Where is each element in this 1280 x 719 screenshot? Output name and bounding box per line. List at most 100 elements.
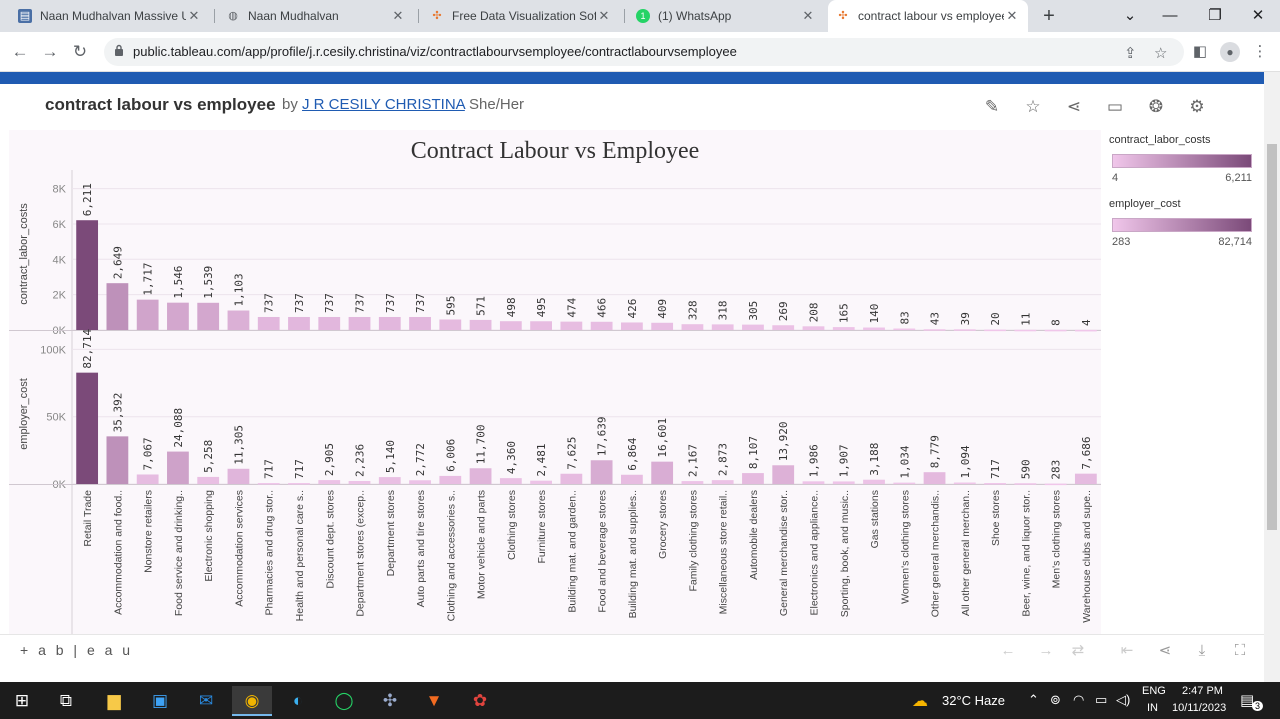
data-label: 6,211 (81, 183, 94, 216)
notification-icon[interactable]: ▤ (1240, 692, 1255, 709)
author-link[interactable]: J R CESILY CHRISTINA (302, 96, 465, 113)
battery-icon[interactable]: ▭ (1095, 692, 1108, 707)
data-label: 426 (626, 299, 639, 319)
viz-footer: + a b | e a u ← → ⇄ ⇤ ⋖ ⤓ ⛶ (0, 634, 1264, 664)
bar-contract_labor_costs-0 (76, 220, 99, 330)
lock-icon (115, 44, 123, 56)
redo-icon[interactable]: → (1038, 642, 1054, 659)
data-label: 2,905 (323, 443, 336, 476)
data-label: 16,601 (656, 418, 669, 458)
region-indicator[interactable]: IN (1147, 702, 1158, 714)
data-label: 165 (838, 303, 851, 323)
clock-date[interactable]: 10/11/2023 (1172, 702, 1227, 714)
bar-contract_labor_costs-1 (106, 283, 129, 330)
store-icon[interactable]: ▣ (151, 691, 169, 710)
category-label: Sporting, book, and music.. (839, 490, 851, 617)
revert-icon[interactable]: ⇄ (1071, 642, 1085, 659)
share-icon[interactable]: ⋖ (1158, 642, 1172, 659)
share-icon[interactable]: ⋖ (1066, 97, 1082, 116)
windows-start-icon[interactable]: ⊞ (14, 691, 30, 710)
data-label: 305 (747, 301, 760, 321)
reset-icon[interactable]: ⇤ (1120, 642, 1134, 659)
close-icon[interactable]: ✕ (392, 8, 404, 23)
tab-free-data-visualization[interactable]: ✣ Free Data Visualization Softw ✕ (422, 0, 620, 32)
side-panel-icon[interactable]: ◧ (1192, 43, 1208, 60)
category-label: Beer, wine, and liquor stor.. (1020, 490, 1032, 617)
category-label: Furniture stores (536, 490, 548, 564)
clock-time[interactable]: 2:47 PM (1182, 685, 1223, 697)
app-icon[interactable]: ✿ (472, 691, 488, 710)
star-icon[interactable]: ☆ (1154, 45, 1168, 62)
chrome-icon[interactable]: ◉ (232, 686, 272, 716)
page-scrollbar[interactable] (1264, 72, 1280, 682)
settings-gear-icon[interactable]: ⚙ (1189, 97, 1205, 116)
fullscreen-icon[interactable]: ⛶ (1234, 642, 1246, 659)
bar-contract_labor_costs-18 (621, 322, 643, 330)
bar-contract_labor_costs-7 (288, 316, 310, 330)
data-label: 590 (1019, 459, 1032, 479)
weather-text[interactable]: 32°C Haze (942, 693, 1006, 708)
globe-icon: ◍ (228, 10, 238, 22)
category-label: Food and beverage stores (597, 490, 609, 613)
data-label: 1,907 (838, 444, 851, 477)
close-icon[interactable]: ✕ (1006, 8, 1018, 23)
restore-icon[interactable]: ❐ (1208, 7, 1222, 24)
bar-employer_cost-5 (227, 468, 250, 484)
data-label: 82,714 (81, 329, 94, 369)
tab-whatsapp[interactable]: 1 (1) WhatsApp ✕ (628, 0, 824, 32)
tab-contract-labour-vs-employee[interactable]: ✣ contract labour vs employee ✕ (828, 0, 1028, 32)
chevron-down-icon[interactable]: ⌄ (1123, 7, 1137, 24)
tableau-icon: ✣ (838, 10, 848, 22)
close-icon[interactable]: ✕ (802, 8, 814, 23)
tab-naan-mudhalvan[interactable]: ◍ Naan Mudhalvan ✕ (218, 0, 414, 32)
language-indicator[interactable]: ENG (1142, 685, 1166, 697)
file-explorer-icon[interactable]: ▆ (107, 691, 121, 710)
y-tick-label: 8K (53, 184, 67, 196)
new-tab-button[interactable]: + (1043, 5, 1055, 27)
data-label: 11,700 (475, 425, 488, 465)
close-icon[interactable]: ✕ (598, 8, 610, 23)
bar-employer_cost-8 (318, 480, 341, 484)
chevron-up-icon[interactable]: ⌃ (1028, 692, 1039, 707)
volume-icon[interactable]: ◁) (1116, 692, 1131, 707)
favorite-star-icon[interactable]: ☆ (1025, 97, 1041, 116)
vlc-icon[interactable]: ▼ (425, 691, 443, 710)
forward-arrow-icon[interactable]: → (41, 42, 59, 61)
bar-employer_cost-23 (772, 465, 795, 484)
minimize-icon[interactable]: — (1162, 7, 1178, 24)
download-icon[interactable]: ⤓ (1198, 642, 1206, 659)
reload-icon[interactable]: ↻ (72, 42, 88, 61)
undo-icon[interactable]: ← (1000, 642, 1016, 659)
whatsapp-icon[interactable]: ◯ (334, 691, 354, 710)
data-label: 1,034 (898, 445, 911, 478)
mail-icon[interactable]: ✉ (198, 691, 214, 710)
share-icon[interactable]: ⇪ (1124, 45, 1137, 62)
comment-icon[interactable]: ▭ (1106, 97, 1124, 116)
profile-avatar-icon[interactable]: ● (1218, 40, 1242, 64)
edge-icon[interactable]: ◐ (292, 691, 304, 710)
data-label: 7,067 (142, 437, 155, 470)
edit-viz-icon[interactable]: ✎ (984, 97, 1000, 116)
data-label: 1,546 (172, 266, 185, 299)
tableau-logo[interactable]: + a b | e a u (20, 642, 134, 658)
legend-min: 283 (1112, 236, 1131, 248)
tableau-app-icon[interactable]: ✣ (382, 691, 398, 710)
bar-contract_labor_costs-29 (953, 329, 976, 331)
tableau-nav-bar (0, 72, 1264, 84)
category-label: Gas stations (869, 490, 881, 548)
data-label: 208 (807, 302, 820, 322)
tab-naan-mudhalvan-massive[interactable]: ▤ Naan Mudhalvan Massive U ✕ (10, 0, 210, 32)
window-close-icon[interactable]: ✕ (1251, 7, 1265, 24)
back-arrow-icon[interactable]: ← (11, 42, 29, 61)
close-icon[interactable]: ✕ (188, 8, 200, 23)
address-bar[interactable]: public.tableau.com/app/profile/j.r.cesil… (104, 38, 1184, 66)
data-label: 4,360 (505, 441, 518, 474)
badge-icon[interactable]: ❂ (1148, 97, 1164, 116)
menu-kebab-icon[interactable]: ⋮ (1252, 43, 1268, 60)
bar-employer_cost-19 (651, 461, 674, 484)
bar-employer_cost-6 (257, 483, 280, 485)
scrollbar-thumb[interactable] (1267, 144, 1277, 530)
wifi-icon[interactable]: ◠ (1073, 692, 1085, 707)
task-view-icon[interactable]: ⧉ (59, 691, 73, 710)
meet-now-icon[interactable]: ⊚ (1050, 692, 1061, 707)
